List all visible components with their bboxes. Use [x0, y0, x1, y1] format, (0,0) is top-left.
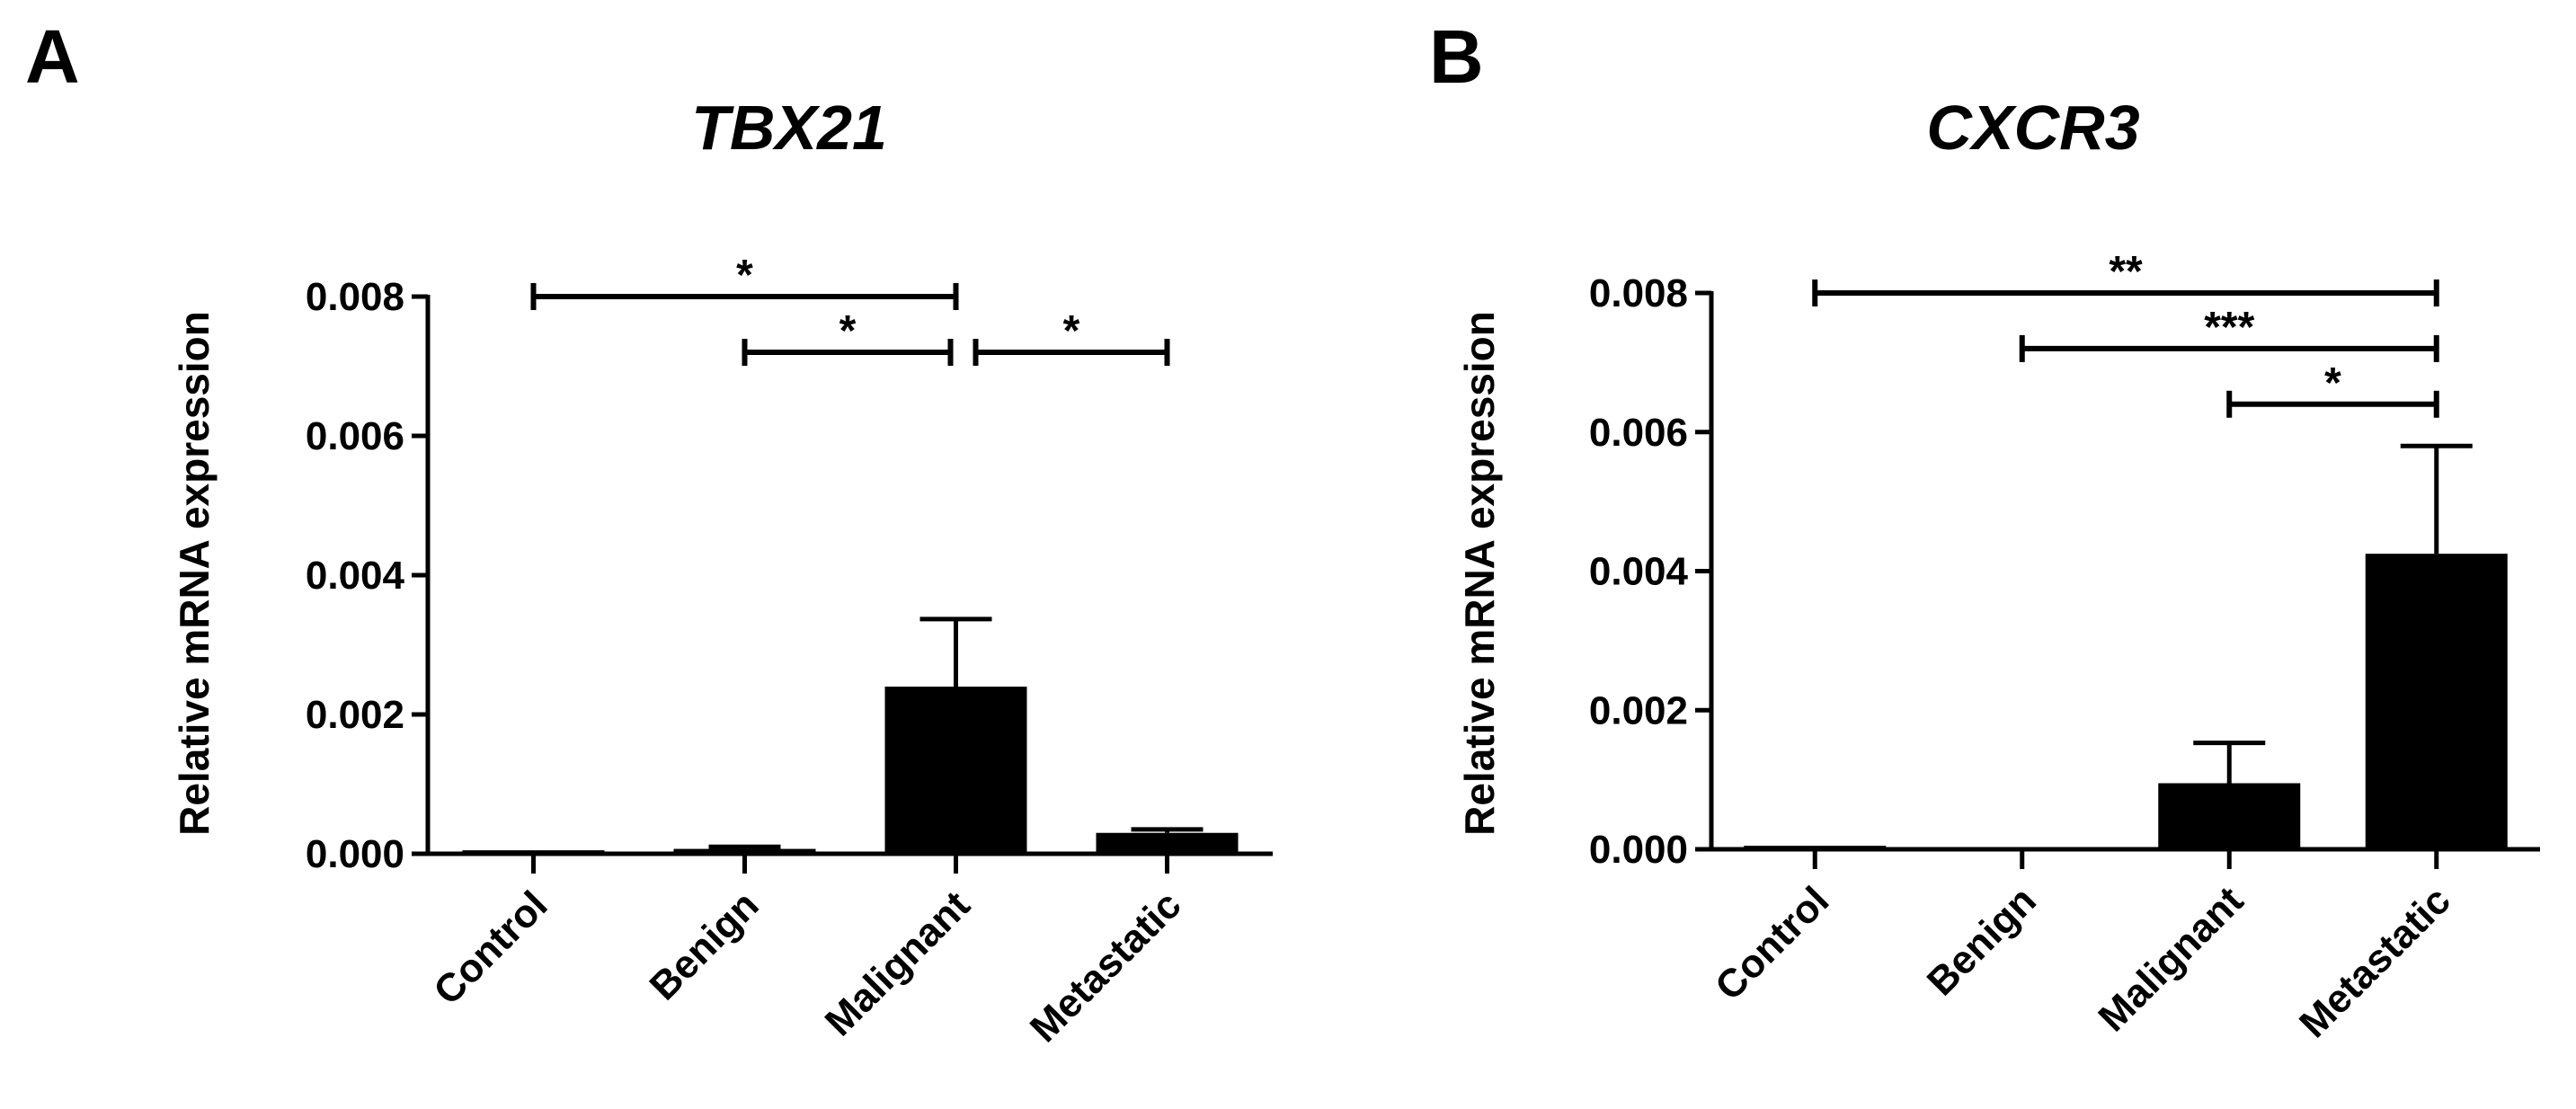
y-tick-label: 0.002 — [1589, 688, 1688, 732]
significance-label: * — [2324, 359, 2341, 407]
category-label-malignant: Malignant — [2090, 878, 2252, 1040]
category-label-malignant: Malignant — [817, 883, 979, 1044]
panel-a: A TBX21 Relative mRNA expression 0.0000.… — [25, 14, 1273, 1051]
significance-label: * — [736, 252, 753, 299]
chart-title-b: CXCR3 — [1926, 93, 2139, 163]
panel-letter-a: A — [25, 14, 80, 99]
y-tick-label: 0.008 — [306, 275, 404, 319]
category-label-control: Control — [1707, 878, 1837, 1008]
y-tick-label: 0.008 — [1589, 271, 1688, 315]
category-label-metastatic: Metastatic — [1022, 883, 1190, 1051]
y-tick-label: 0.006 — [1589, 411, 1688, 455]
y-tick-label: 0.006 — [306, 414, 404, 458]
significance-label: * — [839, 307, 857, 355]
y-tick-label: 0.000 — [1589, 828, 1688, 872]
bar-malignant — [2158, 783, 2301, 849]
significance-label: *** — [2204, 304, 2254, 351]
y-axis-label-a: Relative mRNA expression — [171, 311, 218, 836]
significance-label: ** — [2109, 248, 2143, 296]
y-tick-label: 0.002 — [306, 693, 404, 737]
y-tick-label: 0.004 — [1589, 550, 1689, 594]
panel-letter-b: B — [1429, 14, 1484, 99]
bar-metastatic — [2365, 554, 2508, 849]
category-label-control: Control — [425, 883, 555, 1013]
significance-label: * — [1063, 307, 1080, 355]
plot-area-a: 0.000 0.002 0.004 0.006 0.008 Control Benign Ma… — [306, 252, 1273, 1051]
y-axis-label-b: Relative mRNA expression — [1456, 311, 1503, 836]
bar-benign — [673, 848, 816, 854]
bar-control — [1744, 846, 1887, 849]
bar-control — [462, 850, 605, 854]
plot-area-b: 0.000 0.002 0.004 0.006 0.008 Control Benign Ma… — [1589, 248, 2540, 1046]
y-tick-label: 0.000 — [306, 832, 404, 876]
y-tick-label: 0.004 — [306, 554, 405, 598]
category-label-metastatic: Metastatic — [2291, 878, 2459, 1046]
chart-title-a: TBX21 — [691, 93, 887, 163]
bar-malignant — [884, 687, 1027, 854]
panel-b: B CXCR3 Relative mRNA expression 0.0000.… — [1429, 14, 2540, 1046]
bar-metastatic — [1096, 832, 1239, 854]
category-label-benign: Benign — [641, 883, 767, 1008]
category-label-benign: Benign — [1919, 878, 2045, 1004]
